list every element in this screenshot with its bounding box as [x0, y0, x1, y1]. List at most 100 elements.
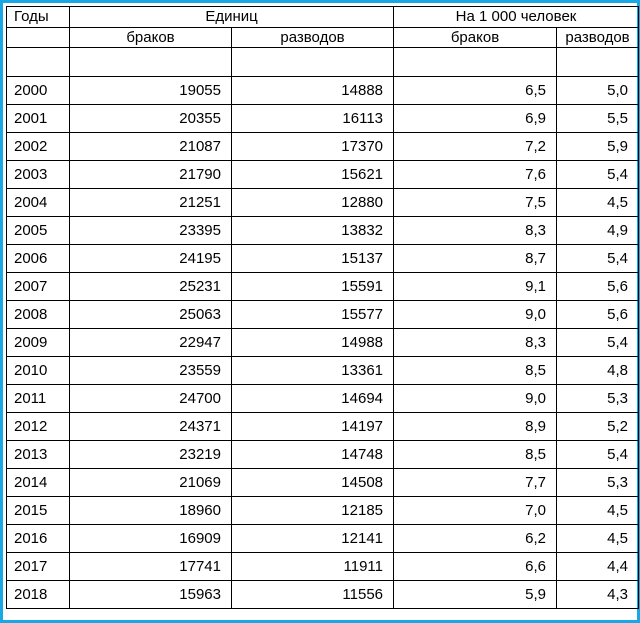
divorces-rate-cell: 5,0	[556, 76, 640, 105]
divorces-rate-cell: 4,8	[556, 356, 640, 385]
marriages-count-cell: 25231	[69, 272, 232, 301]
header-years-spacer	[6, 27, 70, 48]
marriages-rate-cell: 8,5	[393, 440, 558, 469]
year-cell: 2005	[6, 216, 70, 245]
divorces-count-cell: 11556	[230, 580, 395, 609]
table-row: 2014 21069 14508 7,7 5,3	[6, 468, 640, 497]
blank-cell	[69, 47, 232, 77]
year-cell: 2001	[6, 104, 70, 133]
year-cell: 2000	[6, 76, 70, 105]
table-row: 2017 17741 11911 6,6 4,4	[6, 552, 640, 581]
table-row: 2000 19055 14888 6,5 5,0	[6, 76, 640, 105]
blank-cell	[230, 47, 395, 77]
divorces-count-cell: 12185	[230, 496, 395, 525]
marriages-count-cell: 22947	[69, 328, 232, 357]
year-cell: 2017	[6, 552, 70, 581]
divorces-rate-cell: 5,4	[556, 328, 640, 357]
blank-row	[6, 47, 640, 77]
marriages-rate-cell: 7,5	[393, 188, 558, 217]
marriages-count-cell: 18960	[69, 496, 232, 525]
table-row: 2005 23395 13832 8,3 4,9	[6, 216, 640, 245]
marriages-rate-cell: 8,7	[393, 244, 558, 273]
blank-cell	[6, 47, 70, 77]
table-row: 2009 22947 14988 8,3 5,4	[6, 328, 640, 357]
year-cell: 2007	[6, 272, 70, 301]
marriages-rate-cell: 6,6	[393, 552, 558, 581]
header-row-2: браков разводов браков разводов	[6, 27, 640, 48]
divorces-rate-cell: 4,9	[556, 216, 640, 245]
year-cell: 2011	[6, 384, 70, 413]
divorces-count-cell: 17370	[230, 132, 395, 161]
marriages-rate-cell: 9,0	[393, 384, 558, 413]
divorces-rate-cell: 5,4	[556, 160, 640, 189]
table-row: 2006 24195 15137 8,7 5,4	[6, 244, 640, 273]
divorces-count-cell: 13361	[230, 356, 395, 385]
marriages-count-cell: 19055	[69, 76, 232, 105]
divorces-rate-cell: 5,6	[556, 300, 640, 329]
divorces-rate-cell: 5,3	[556, 384, 640, 413]
table-row: 2012 24371 14197 8,9 5,2	[6, 412, 640, 441]
divorces-rate-cell: 5,9	[556, 132, 640, 161]
divorces-rate-cell: 4,4	[556, 552, 640, 581]
marriages-count-cell: 21069	[69, 468, 232, 497]
divorces-rate-cell: 4,5	[556, 496, 640, 525]
divorces-count-cell: 14508	[230, 468, 395, 497]
header-units: Единиц	[68, 6, 395, 28]
year-cell: 2018	[6, 580, 70, 609]
year-cell: 2008	[6, 300, 70, 329]
marriages-rate-cell: 8,9	[393, 412, 558, 441]
divorces-count-cell: 14197	[230, 412, 395, 441]
year-cell: 2002	[6, 132, 70, 161]
marriages-rate-cell: 6,2	[393, 524, 558, 553]
divorces-count-cell: 14748	[230, 440, 395, 469]
marriages-count-cell: 25063	[69, 300, 232, 329]
marriages-rate-cell: 9,1	[393, 272, 558, 301]
table-row: 2007 25231 15591 9,1 5,6	[6, 272, 640, 301]
header-units-divorces: разводов	[230, 27, 395, 48]
marriages-count-cell: 17741	[69, 552, 232, 581]
table-row: 2013 23219 14748 8,5 5,4	[6, 440, 640, 469]
marriages-rate-cell: 8,5	[393, 356, 558, 385]
divorces-count-cell: 12880	[230, 188, 395, 217]
header-rate-marriages: браков	[393, 27, 558, 48]
marriages-rate-cell: 7,2	[393, 132, 558, 161]
divorces-count-cell: 14988	[230, 328, 395, 357]
marriages-rate-cell: 8,3	[393, 328, 558, 357]
divorces-count-cell: 13832	[230, 216, 395, 245]
divorces-count-cell: 15591	[230, 272, 395, 301]
marriage-divorce-table: Годы Единиц На 1 000 человек браков разв…	[6, 6, 640, 609]
divorces-count-cell: 15137	[230, 244, 395, 273]
year-cell: 2015	[6, 496, 70, 525]
marriages-rate-cell: 7,0	[393, 496, 558, 525]
marriages-rate-cell: 7,7	[393, 468, 558, 497]
table-row: 2004 21251 12880 7,5 4,5	[6, 188, 640, 217]
year-cell: 2010	[6, 356, 70, 385]
table-row: 2008 25063 15577 9,0 5,6	[6, 300, 640, 329]
header-years: Годы	[6, 6, 70, 28]
divorces-count-cell: 15621	[230, 160, 395, 189]
marriages-count-cell: 24700	[69, 384, 232, 413]
year-cell: 2016	[6, 524, 70, 553]
divorces-rate-cell: 5,6	[556, 272, 640, 301]
marriages-rate-cell: 9,0	[393, 300, 558, 329]
divorces-rate-cell: 4,3	[556, 580, 640, 609]
marriages-rate-cell: 7,6	[393, 160, 558, 189]
marriages-count-cell: 23219	[69, 440, 232, 469]
divorces-rate-cell: 5,2	[556, 412, 640, 441]
header-rate-divorces: разводов	[556, 27, 640, 48]
blank-cell	[393, 47, 558, 77]
blank-cell	[556, 47, 640, 77]
header-row-1: Годы Единиц На 1 000 человек	[6, 6, 640, 28]
divorces-count-cell: 15577	[230, 300, 395, 329]
marriages-count-cell: 23395	[69, 216, 232, 245]
header-units-marriages: браков	[69, 27, 232, 48]
year-cell: 2012	[6, 412, 70, 441]
marriages-rate-cell: 6,5	[393, 76, 558, 105]
table-row: 2003 21790 15621 7,6 5,4	[6, 160, 640, 189]
marriages-rate-cell: 6,9	[393, 104, 558, 133]
divorces-count-cell: 14888	[230, 76, 395, 105]
divorces-count-cell: 14694	[230, 384, 395, 413]
table-row: 2002 21087 17370 7,2 5,9	[6, 132, 640, 161]
year-cell: 2003	[6, 160, 70, 189]
